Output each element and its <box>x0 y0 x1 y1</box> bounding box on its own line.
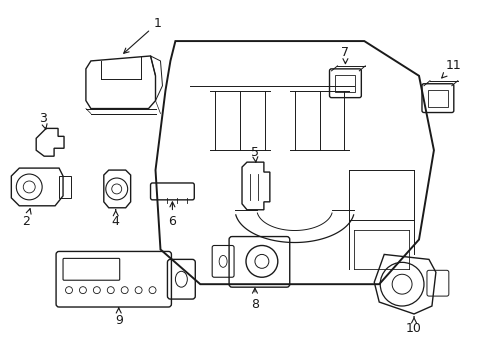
Text: 8: 8 <box>250 288 259 311</box>
Text: 3: 3 <box>39 112 47 129</box>
Text: 1: 1 <box>123 17 161 53</box>
Text: 7: 7 <box>341 46 349 64</box>
Text: 6: 6 <box>168 202 176 228</box>
Text: 11: 11 <box>441 59 461 78</box>
Text: 9: 9 <box>115 308 122 327</box>
Text: 4: 4 <box>112 210 120 228</box>
Text: 10: 10 <box>405 317 421 336</box>
Text: 5: 5 <box>250 146 259 162</box>
Text: 2: 2 <box>22 209 31 228</box>
